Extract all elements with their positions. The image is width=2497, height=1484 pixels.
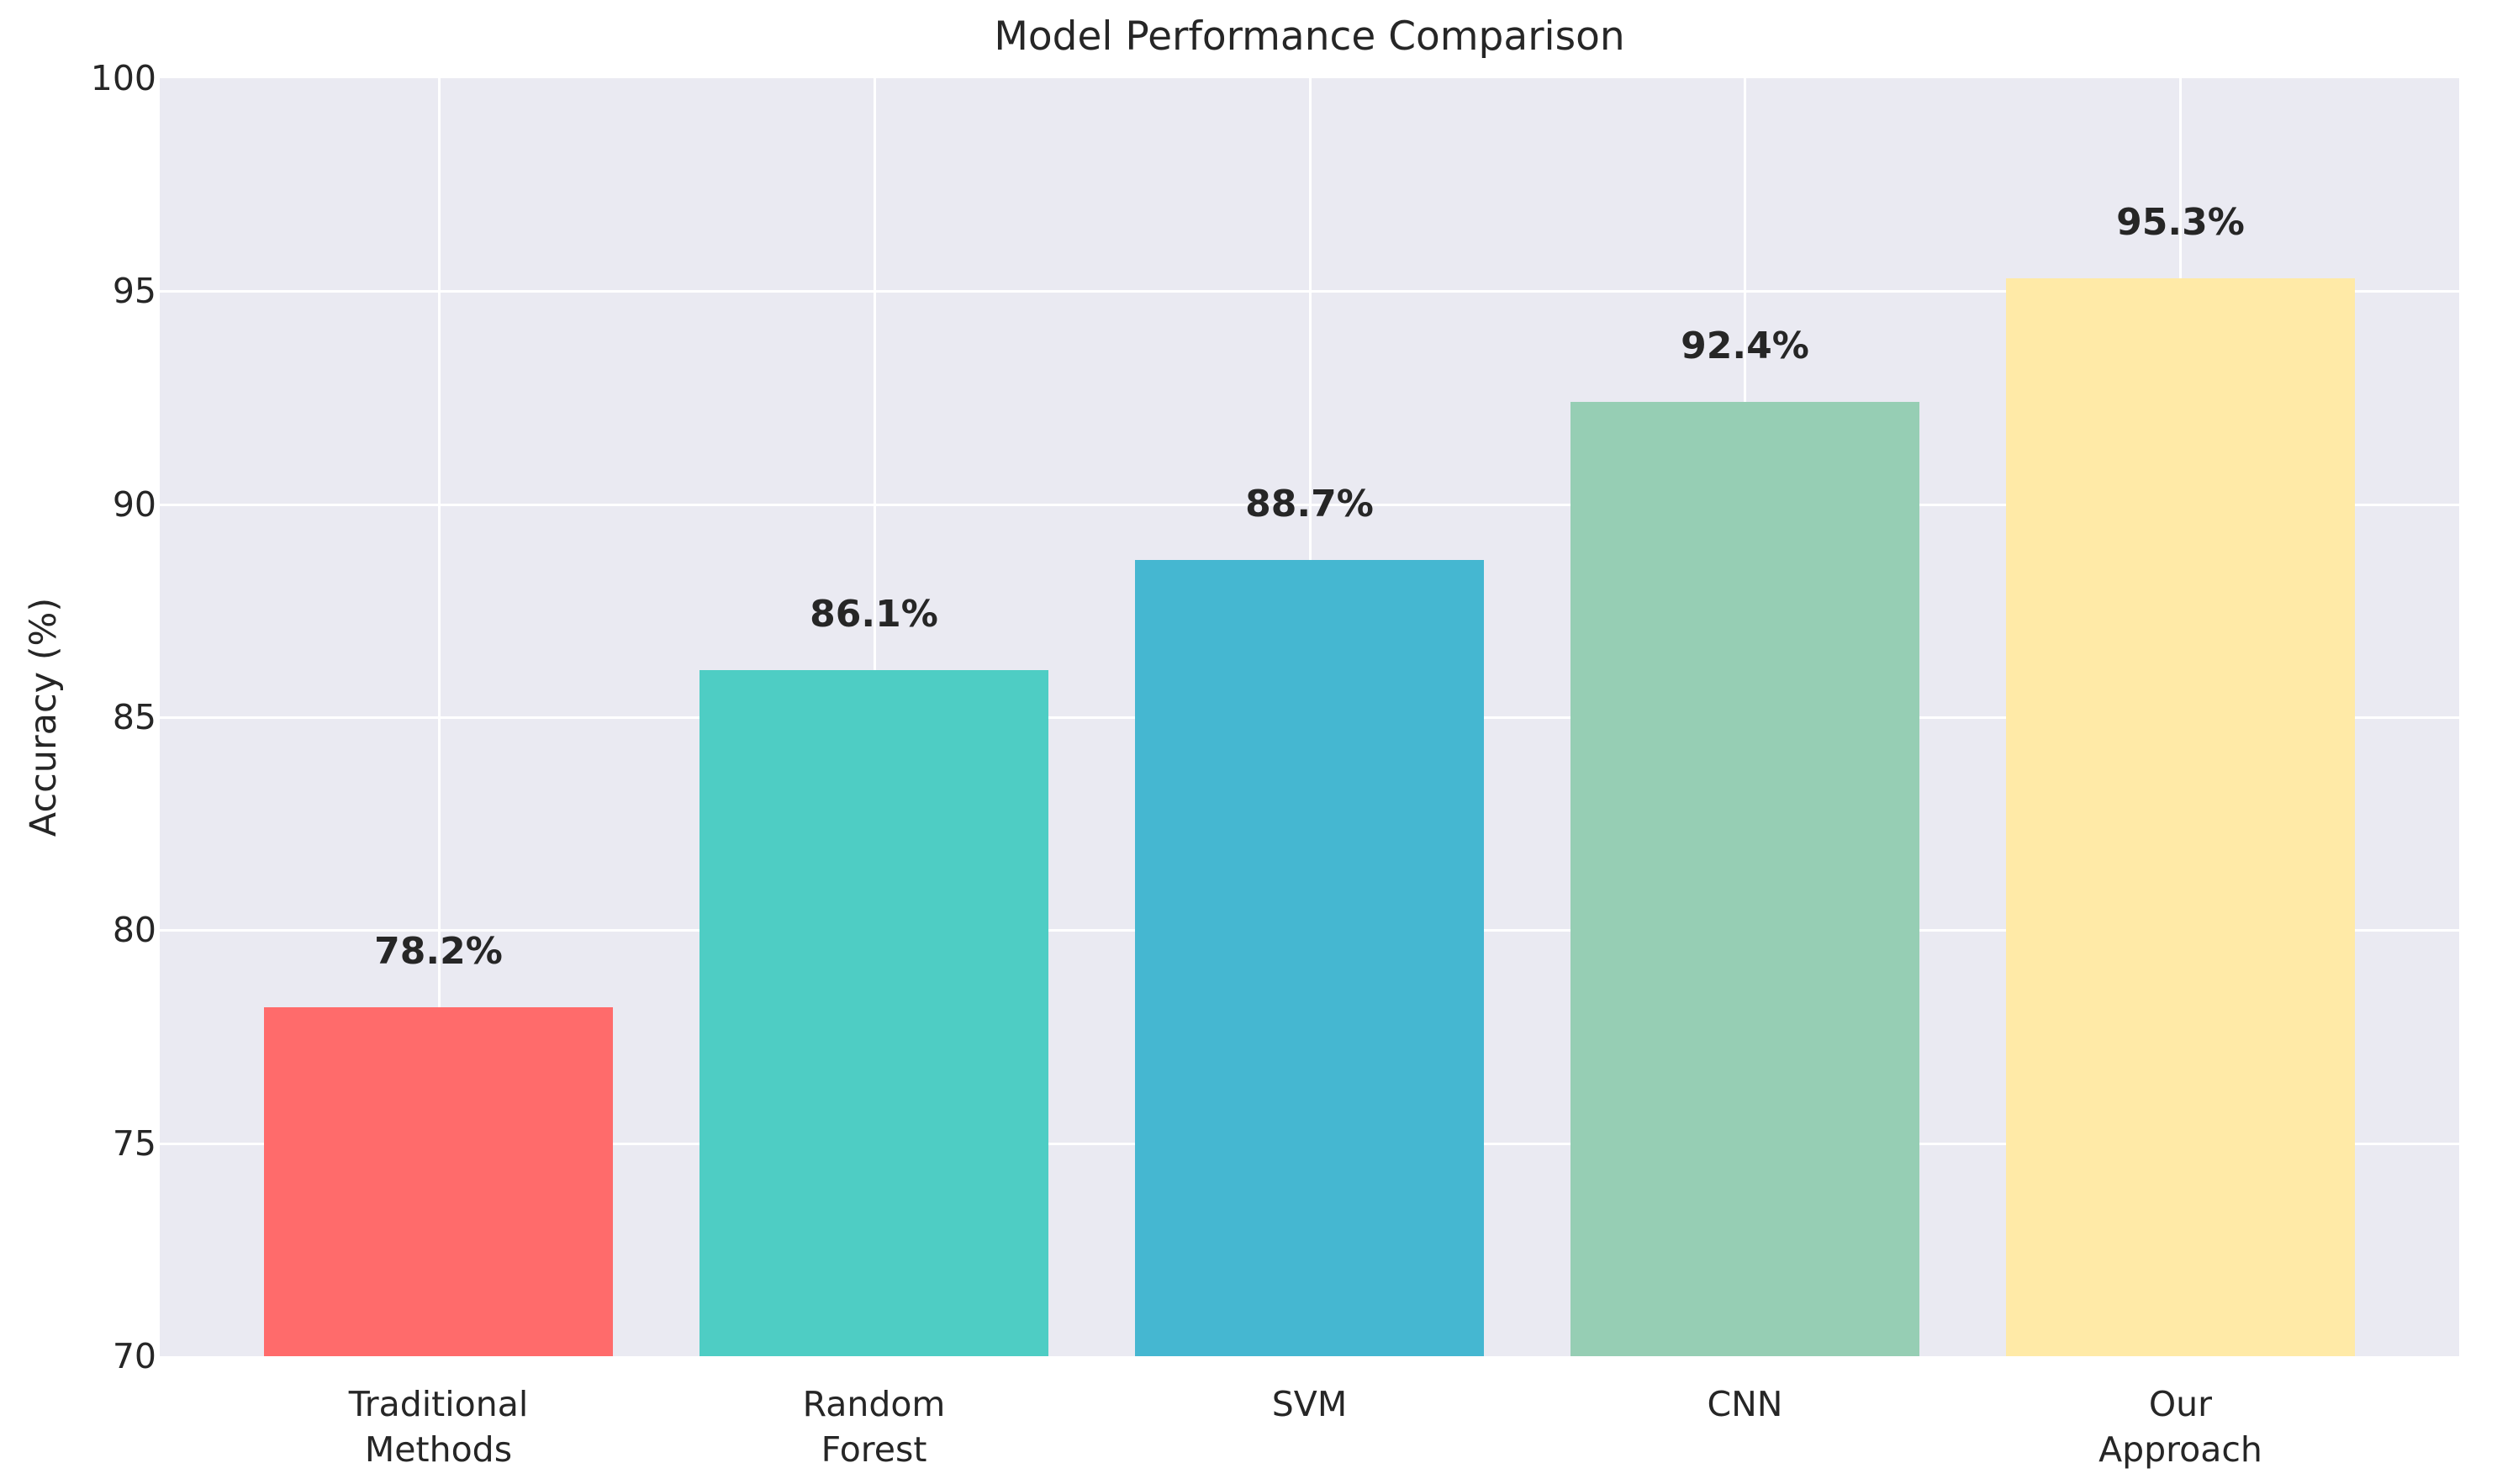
y-tick-label: 95 (112, 271, 156, 312)
x-tick-label: Our Approach (2098, 1384, 2262, 1471)
gridline-vertical (437, 78, 441, 1356)
bar (1571, 402, 1919, 1356)
bar-value-label: 88.7% (1245, 482, 1374, 525)
plot-area: 78.2% 86.1% 88.7% 92.4% 95.3% (160, 78, 2459, 1356)
bar (2006, 278, 2355, 1356)
chart-title: Model Performance Comparison (994, 13, 1625, 60)
x-tick-label: CNN (1707, 1384, 1783, 1424)
y-tick-label: 75 (112, 1122, 156, 1164)
x-tick-label: Random Forest (802, 1384, 946, 1471)
bar (699, 670, 1048, 1356)
bar-value-label: 95.3% (2116, 201, 2245, 245)
x-tick-label: Traditional Methods (348, 1384, 529, 1471)
bar (1135, 559, 1484, 1356)
x-tick-label: SVM (1271, 1384, 1348, 1424)
bar-value-label: 86.1% (810, 593, 938, 636)
y-tick-label: 80 (112, 910, 156, 951)
y-tick-label: 90 (112, 483, 156, 525)
y-axis-label: Accuracy (%) (23, 597, 65, 837)
y-tick-label: 85 (112, 697, 156, 737)
bar-value-label: 78.2% (374, 929, 503, 973)
bar-value-label: 92.4% (1681, 325, 1809, 368)
y-tick-label: 100 (90, 58, 156, 98)
y-tick-label: 70 (112, 1336, 156, 1376)
bar (264, 1006, 613, 1356)
